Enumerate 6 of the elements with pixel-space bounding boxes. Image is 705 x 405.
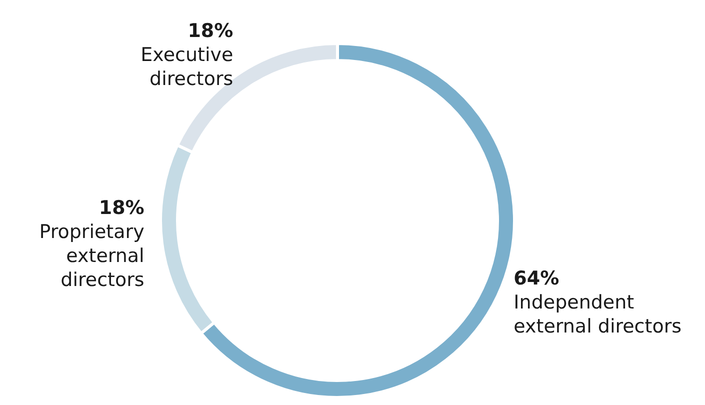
slice-label: Proprietary external directors bbox=[39, 220, 144, 291]
slice-label: Executive directors bbox=[140, 44, 234, 90]
slice-label: Independent external directors bbox=[514, 291, 682, 338]
data-label: 18% bbox=[98, 196, 144, 219]
data-label: 64% bbox=[514, 267, 560, 290]
data-label: 18% bbox=[188, 20, 234, 42]
